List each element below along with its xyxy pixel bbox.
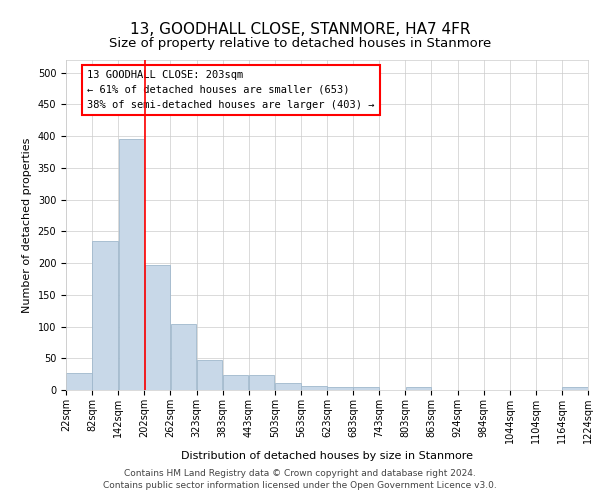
Text: Size of property relative to detached houses in Stanmore: Size of property relative to detached ho… <box>109 38 491 51</box>
Y-axis label: Number of detached properties: Number of detached properties <box>22 138 32 312</box>
Bar <box>170 324 196 390</box>
Bar <box>406 387 431 390</box>
Bar <box>328 387 353 390</box>
Bar <box>301 386 326 390</box>
Bar <box>562 387 587 390</box>
Bar <box>223 375 248 390</box>
Bar <box>197 360 223 390</box>
Text: 13, GOODHALL CLOSE, STANMORE, HA7 4FR: 13, GOODHALL CLOSE, STANMORE, HA7 4FR <box>130 22 470 38</box>
Bar <box>249 375 274 390</box>
X-axis label: Distribution of detached houses by size in Stanmore: Distribution of detached houses by size … <box>181 452 473 462</box>
Bar <box>145 265 170 390</box>
Bar <box>67 373 92 390</box>
Text: 13 GOODHALL CLOSE: 203sqm
← 61% of detached houses are smaller (653)
38% of semi: 13 GOODHALL CLOSE: 203sqm ← 61% of detac… <box>87 70 374 110</box>
Bar <box>119 140 144 390</box>
Bar <box>92 241 118 390</box>
Text: Contains HM Land Registry data © Crown copyright and database right 2024.
Contai: Contains HM Land Registry data © Crown c… <box>103 468 497 490</box>
Bar <box>275 383 301 390</box>
Bar <box>353 387 379 390</box>
